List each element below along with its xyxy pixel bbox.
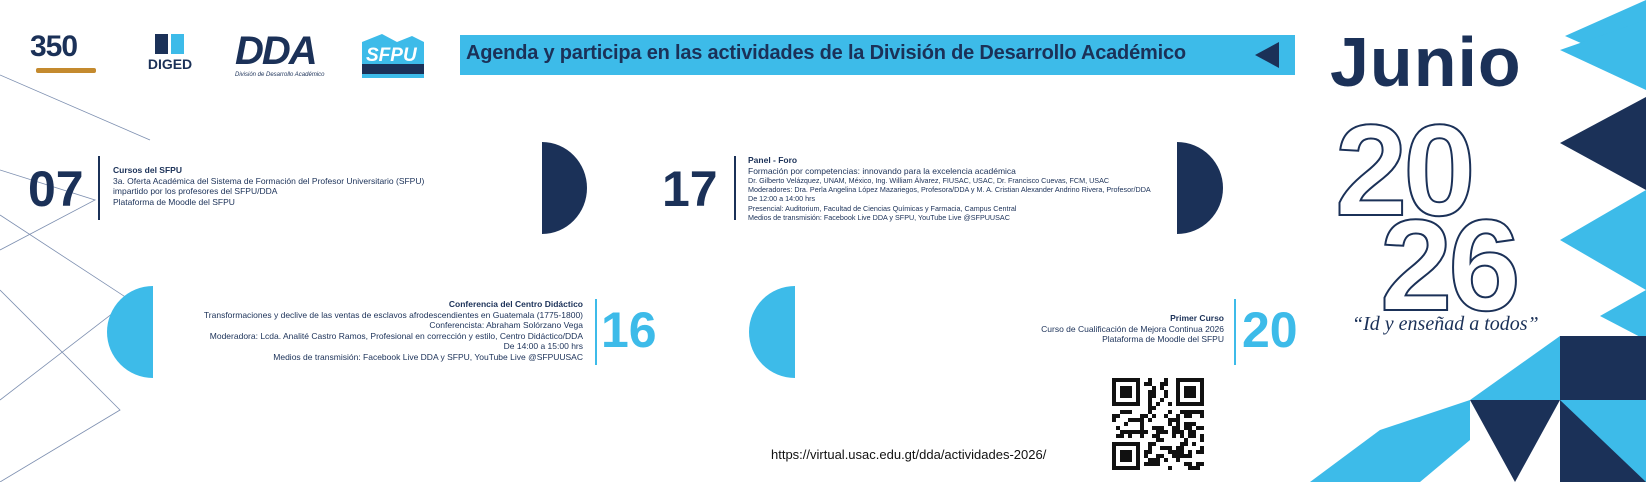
qr-code-icon[interactable] bbox=[1112, 378, 1204, 470]
logo-dda: DDA División de Desarrollo Académico bbox=[235, 29, 325, 78]
activities-link[interactable]: https://virtual.usac.edu.gt/dda/activida… bbox=[771, 447, 1047, 462]
event-details: Panel - Foro Formación por competencias:… bbox=[748, 155, 1151, 222]
event-details: Cursos del SFPU 3a. Oferta Académica del… bbox=[113, 165, 425, 207]
event-divider bbox=[98, 156, 100, 220]
qr-code-graphic bbox=[1112, 378, 1204, 470]
event-day: 16 bbox=[601, 302, 657, 358]
event-details: Primer Curso Curso de Cualificación de M… bbox=[1041, 313, 1224, 344]
logo-350-ribbon bbox=[36, 68, 96, 73]
logo-350-years: 350 bbox=[30, 30, 102, 80]
half-circle-shape bbox=[542, 142, 587, 234]
event-day: 20 bbox=[1242, 302, 1298, 358]
event-day: 07 bbox=[28, 161, 84, 217]
event-details: Conferencia del Centro Didáctico Transfo… bbox=[203, 299, 583, 362]
half-circle-shape bbox=[1177, 142, 1223, 234]
half-circle-shape bbox=[749, 286, 795, 378]
year-top: 20 bbox=[1334, 97, 1477, 243]
event-divider bbox=[595, 299, 597, 365]
event-divider bbox=[1234, 299, 1236, 365]
half-circle-shape bbox=[107, 286, 153, 378]
year-bottom: 26 bbox=[1379, 192, 1522, 338]
month-title: Junio bbox=[1330, 23, 1522, 101]
logo-diged: DIGED bbox=[140, 32, 200, 77]
sfpu-mountain-icon bbox=[362, 34, 424, 78]
logo-sfpu: SFPU bbox=[362, 34, 424, 78]
event-divider bbox=[734, 156, 736, 220]
event-day: 17 bbox=[662, 161, 718, 217]
arrow-left-icon bbox=[1255, 42, 1279, 68]
header-banner: Agenda y participa en las actividades de… bbox=[460, 35, 1295, 75]
book-icon bbox=[155, 34, 184, 54]
motto: “Id y enseñad a todos” bbox=[1352, 313, 1539, 335]
